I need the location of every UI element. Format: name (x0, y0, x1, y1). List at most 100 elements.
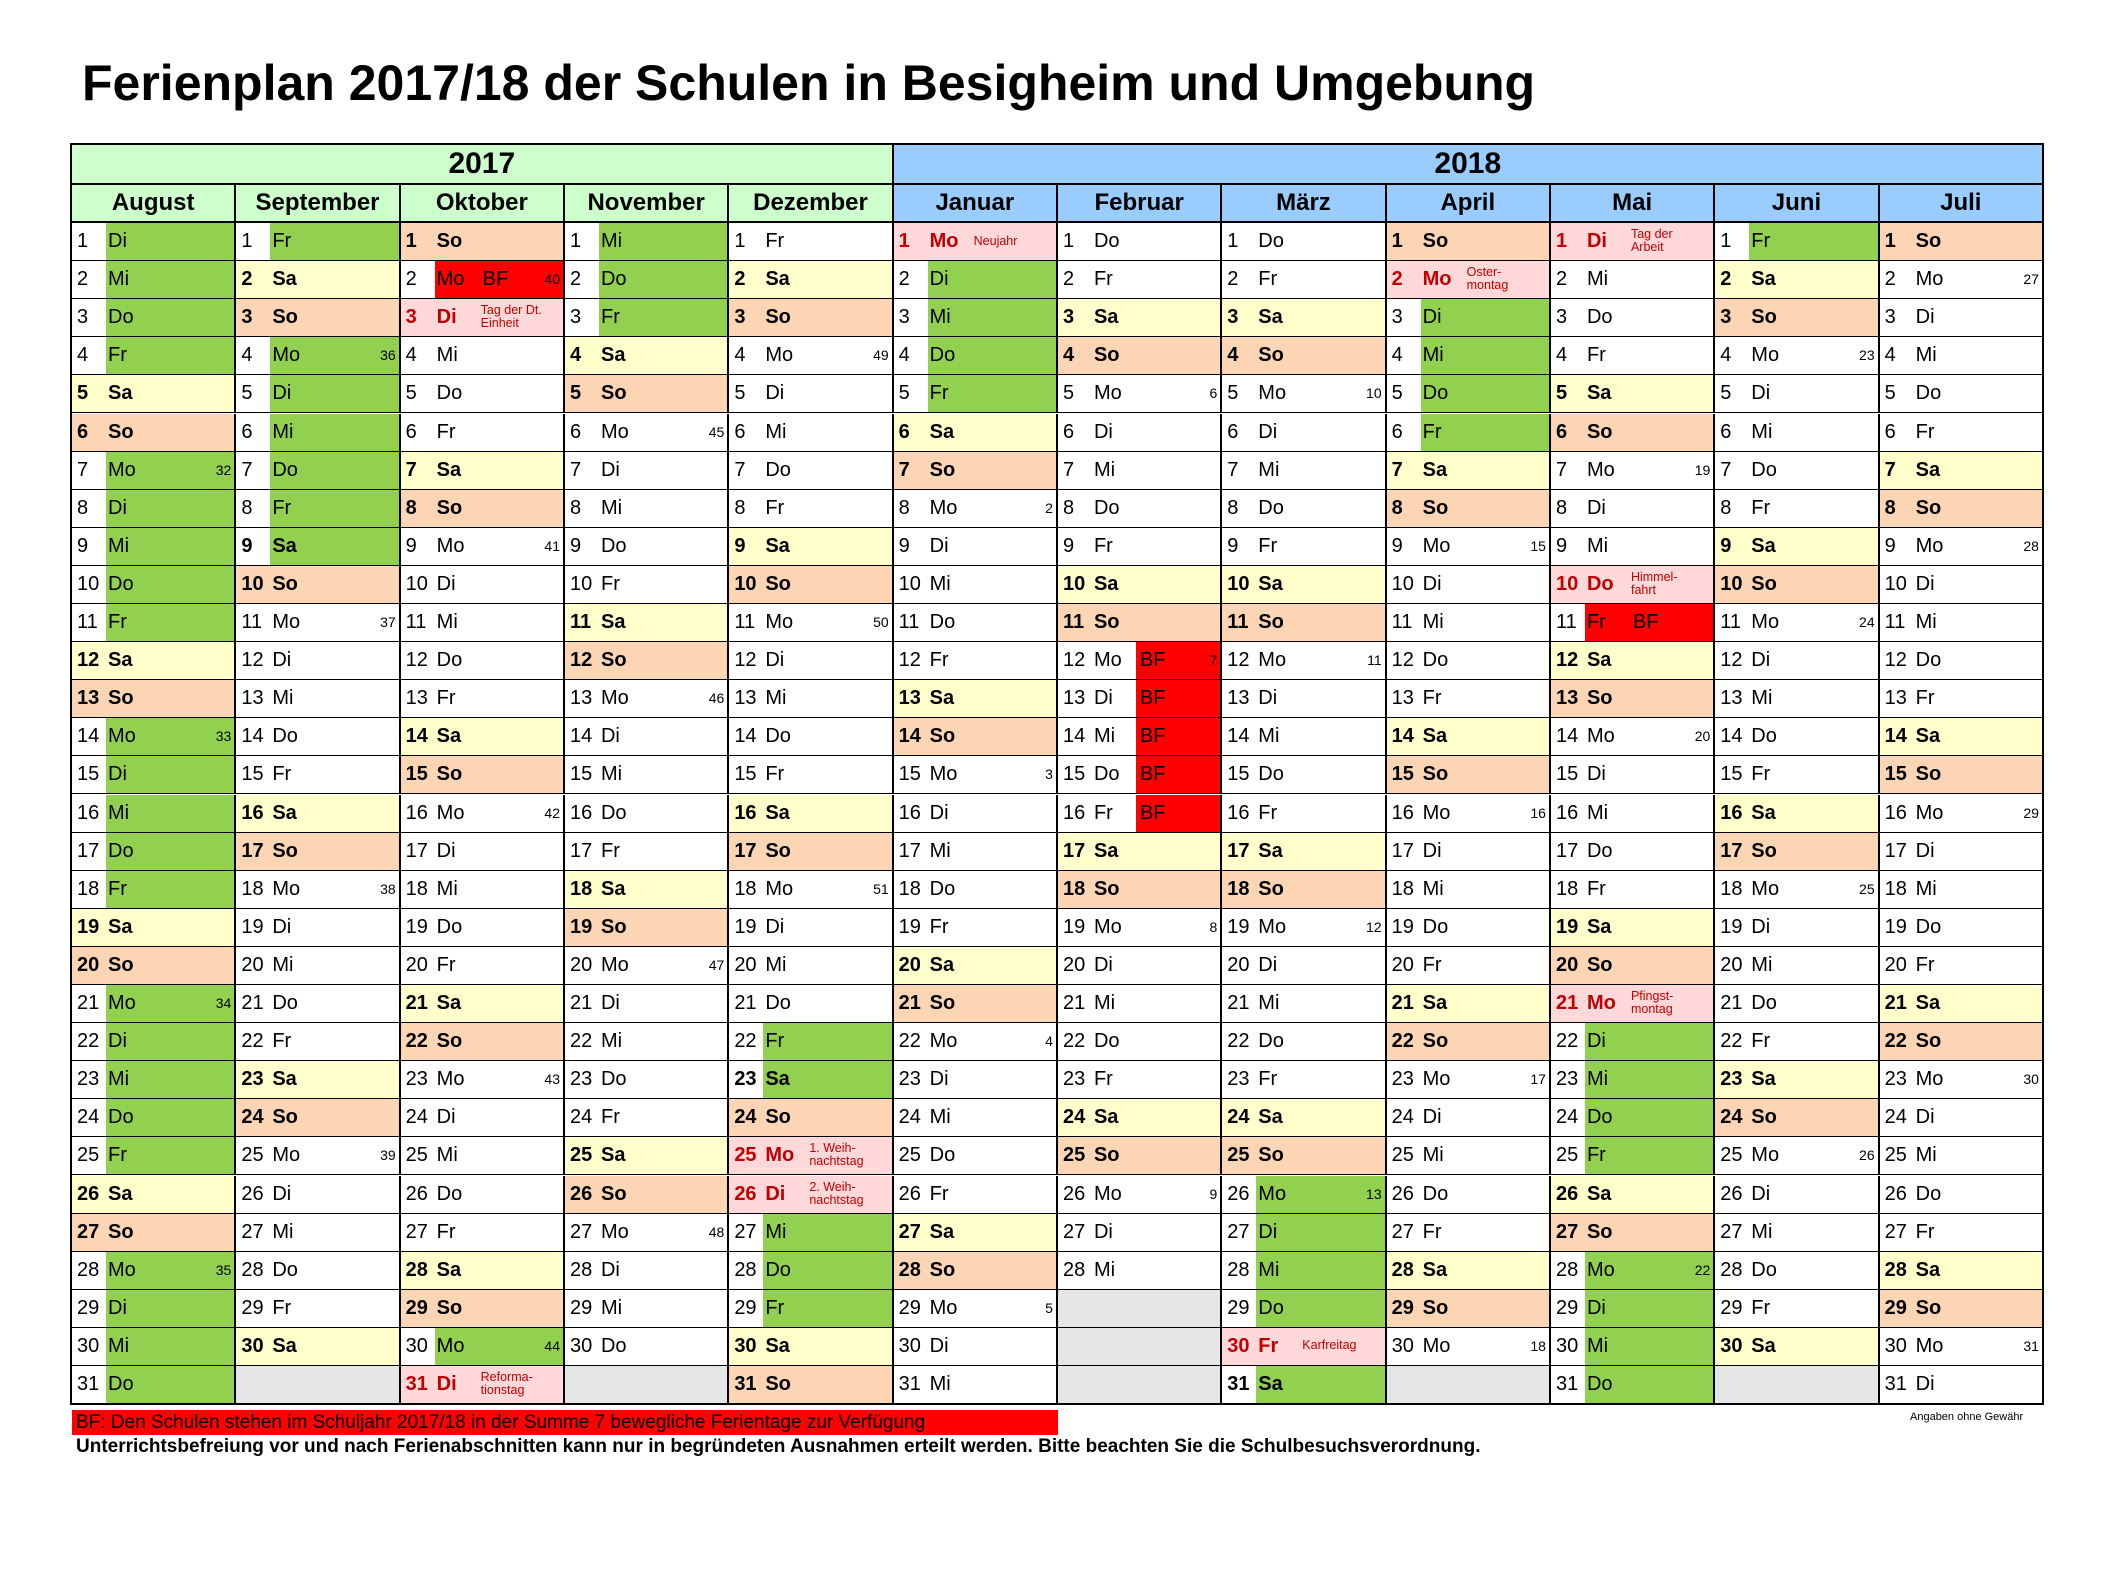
bf-fill (1584, 604, 1714, 642)
weekday: Mi (272, 687, 294, 710)
weekday: Mi (1093, 725, 1116, 748)
day-number: 10 (1720, 572, 1743, 595)
day-cell: 5 Sa (72, 375, 237, 414)
weekday: Di (1093, 953, 1113, 976)
disclaimer: Angaben ohne Gewähr (1910, 1411, 2024, 1423)
day-number: 3 (405, 306, 417, 329)
day-number: 12 (734, 649, 757, 672)
day-cell: 8 Mo 2 (893, 489, 1058, 528)
day-cell: 8 Di (72, 489, 237, 528)
holiday-note: Tag der Dt. Einheit (480, 303, 542, 331)
day-cell: 27 Mo 48 (564, 1213, 730, 1252)
day-cell: 6 Mo 45 (564, 413, 730, 452)
day-cell: 28 Di (564, 1251, 730, 1290)
day-cell: 26 Di (1715, 1175, 1880, 1214)
ferien-fill (434, 1327, 563, 1365)
day-number: 8 (1555, 496, 1568, 519)
day-cell: 10 Sa (1057, 565, 1223, 604)
day-number: 21 (1227, 992, 1250, 1014)
weekday: Do (272, 458, 298, 481)
weekday: Do (1093, 763, 1120, 786)
day-cell: 16 Fr BF (1057, 794, 1223, 833)
week-number: 20 (1694, 728, 1711, 745)
weekday: Sa (108, 382, 133, 405)
day-cell: 24 Fr (564, 1099, 730, 1138)
weekday: So (1422, 230, 1449, 252)
weekday: Fr (600, 1106, 620, 1129)
ferien-fill (763, 1251, 892, 1289)
day-cell: 1 Di (72, 223, 237, 262)
day-cell: 5 Di (236, 375, 401, 414)
weekday: Do (1586, 1106, 1613, 1129)
week-number: 18 (1530, 1337, 1546, 1354)
day-number: 7 (405, 458, 417, 481)
day-cell: 21 Do (236, 985, 401, 1024)
bf-note: BF: Den Schulen stehen im Schuljahr 2017… (72, 1410, 1058, 1435)
weekday: So (600, 382, 627, 405)
day-number: 9 (569, 534, 582, 557)
ferien-fill (106, 223, 235, 261)
day-number: 26 (898, 1182, 921, 1205)
weekday: So (1751, 306, 1777, 329)
day-cell: 19 Mo 8 (1057, 908, 1223, 947)
weekday: Sa (929, 687, 955, 710)
day-number: 25 (241, 1144, 264, 1167)
day-number: 5 (1884, 382, 1896, 405)
week-number: 49 (873, 347, 889, 364)
weekday: Fr (436, 687, 456, 710)
day-number: 4 (1391, 344, 1403, 367)
week-number: 25 (1859, 880, 1875, 897)
day-number: 14 (1062, 725, 1086, 748)
ferien-fill (270, 375, 399, 413)
day-number: 11 (1227, 611, 1249, 633)
weekday: Fr (272, 1030, 292, 1053)
day-cell: 18 Mo 38 (236, 870, 401, 909)
year-header: 2018 (893, 145, 2044, 185)
day-cell: 18 Mi (1879, 870, 2044, 909)
weekday: Di (1093, 687, 1113, 710)
weekday: Di (272, 649, 292, 672)
weekday: Fr (108, 611, 127, 633)
day-cell: 4 Mo 36 (236, 337, 401, 376)
weekday: Mo (1915, 801, 1944, 824)
day-cell: 19 So (564, 908, 730, 947)
day-number: 30 (1391, 1334, 1414, 1357)
weekday: Mi (765, 420, 787, 443)
day-cell: 27 Mi (1715, 1213, 1880, 1252)
day-number: 28 (405, 1258, 428, 1281)
weekday: Mi (1586, 534, 1609, 557)
day-number: 25 (1391, 1144, 1414, 1167)
day-number: 6 (241, 420, 253, 443)
day-cell: 8 Do (1222, 489, 1387, 528)
bf-label: BF (1139, 763, 1166, 786)
week-number: 51 (873, 880, 889, 897)
weekday: So (436, 496, 463, 519)
weekday: So (1422, 1030, 1449, 1053)
day-number: 15 (1720, 763, 1743, 786)
day-cell: 2 Mi (1550, 261, 1716, 300)
weekday: Mo (436, 268, 465, 291)
weekday: Di (1586, 496, 1606, 519)
notice: Unterrichtsbefreiung vor und nach Ferien… (76, 1436, 1481, 1457)
day-number: 20 (569, 953, 593, 976)
week-number: 23 (1859, 347, 1875, 364)
day-number: 18 (569, 877, 593, 900)
day-cell: 11 Sa (564, 604, 730, 643)
day-number: 17 (405, 839, 428, 862)
day-cell: 2 Fr (1057, 261, 1223, 300)
day-cell: 19 Fr (893, 908, 1058, 947)
day-number: 14 (1227, 725, 1250, 748)
day-cell: 6 Fr (1879, 413, 2044, 452)
day-cell: 16 Sa (1715, 794, 1880, 833)
weekday: So (1915, 1030, 1942, 1053)
day-number: 14 (405, 725, 428, 748)
week-number: 29 (2023, 804, 2039, 821)
week-number: 15 (1530, 537, 1546, 554)
day-cell: 13 Fr (1386, 680, 1551, 719)
day-cell: 21 Mi (1222, 985, 1387, 1024)
day-cell: 24 So (236, 1099, 401, 1138)
day-number: 6 (1720, 420, 1732, 443)
day-number: 7 (898, 458, 910, 481)
weekday: Mo (436, 1334, 465, 1357)
day-number: 14 (1884, 725, 1907, 748)
